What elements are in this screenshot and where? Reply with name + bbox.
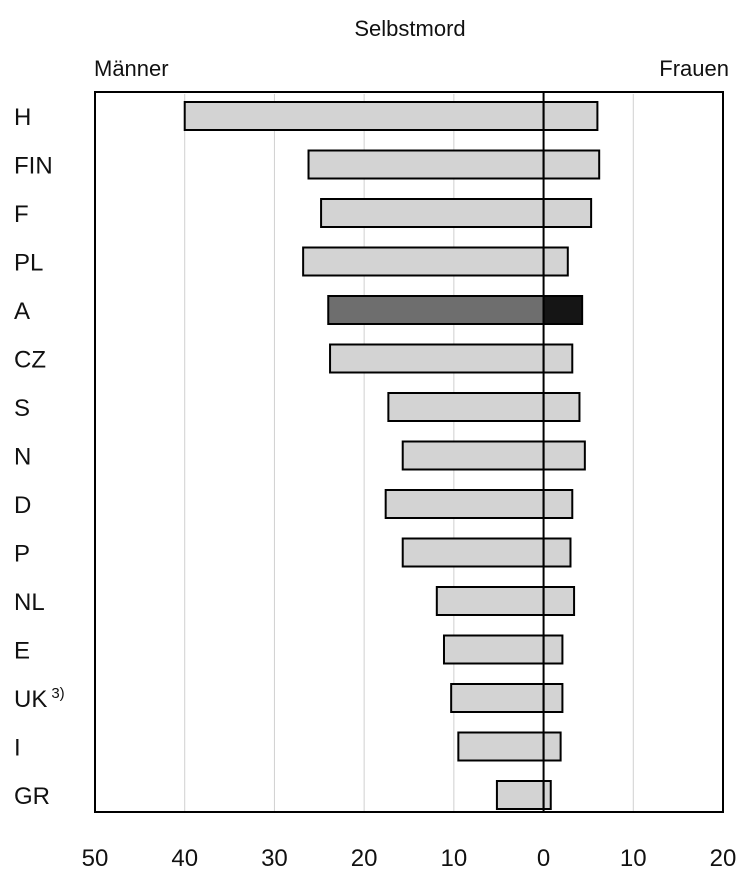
bar-maenner [183,101,545,131]
bar-maenner [302,246,545,277]
x-tick-label: 20 [351,845,378,872]
bar-maenner [495,780,545,810]
bar-maenner [401,440,545,471]
bar-maenner [435,586,545,616]
bar-frauen [542,343,574,374]
bar-maenner [384,489,545,519]
category-label: F [14,201,29,228]
bar-maenner [387,392,545,422]
category-label: I [14,735,21,762]
category-label: PL [14,250,43,277]
bar-frauen [542,634,564,665]
bar-maenner [320,198,545,228]
bar-frauen [542,198,593,228]
category-label: A [14,298,30,325]
category-label: CZ [14,347,46,374]
x-tick-label: 0 [537,845,550,872]
right-group-label: Frauen [659,56,729,81]
bar-frauen [542,149,601,180]
bar-frauen [542,101,599,131]
bar-maenner [307,149,545,180]
category-label: P [14,541,30,568]
bar-frauen [542,586,576,616]
bar-frauen [542,780,552,810]
left-group-label: Männer [94,56,169,81]
category-label: E [14,638,30,665]
x-tick-label: 20 [710,845,737,872]
plot-frame [94,91,724,813]
bar-frauen [542,683,564,713]
category-label: FIN [14,153,53,180]
bar-frauen [542,392,581,422]
bar-frauen [542,731,562,762]
bar-frauen [542,440,586,471]
x-tick-label: 10 [441,845,468,872]
bar-maenner [401,537,545,568]
chart-title: Selbstmord [354,16,465,41]
category-label: UK 3) [14,685,65,713]
category-label: D [14,492,31,519]
bar-frauen [542,489,574,519]
bar-frauen [542,246,569,277]
bar-frauen [542,295,584,325]
x-tick-label: 30 [261,845,288,872]
category-label: N [14,444,31,471]
bar-maenner [457,731,545,762]
bar-maenner [450,683,545,713]
x-tick-label: 10 [620,845,647,872]
x-tick-label: 40 [171,845,198,872]
category-label: NL [14,589,45,616]
category-label: GR [14,783,50,810]
bar-maenner [327,295,545,325]
x-tick-labels: 50 40 30 20 10 0 10 20 [82,845,737,872]
bars [183,101,601,810]
category-label: S [14,395,30,422]
bar-maenner [329,343,545,374]
x-tick-label: 50 [82,845,109,872]
bar-frauen [542,537,572,568]
category-label: H [14,104,31,131]
bar-maenner [442,634,545,665]
